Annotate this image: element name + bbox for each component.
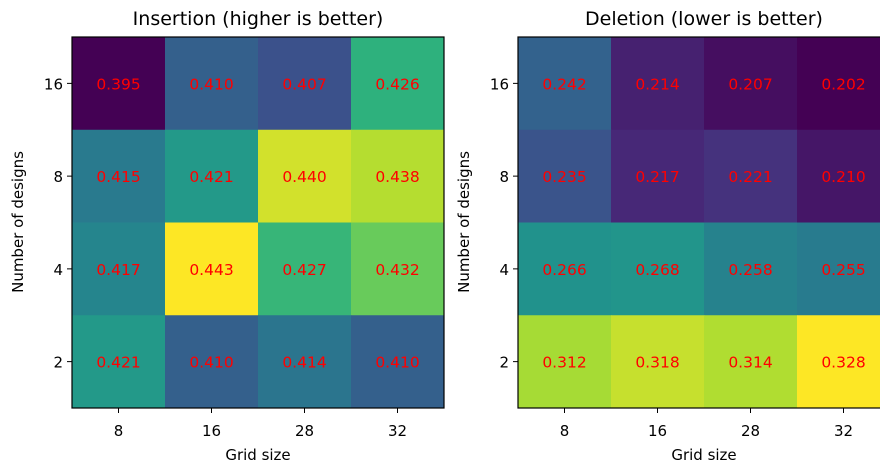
deletion-x-axis-label: Grid size — [671, 446, 736, 464]
deletion-x-tick-label: 28 — [741, 422, 760, 440]
insertion-x-axis-label: Grid size — [225, 446, 290, 464]
insertion-cell-value: 0.417 — [96, 261, 140, 279]
deletion-y-tick-label: 4 — [499, 261, 509, 279]
deletion-y-tick-label: 16 — [490, 75, 509, 93]
insertion-cell — [258, 129, 352, 223]
insertion-cell — [258, 222, 352, 316]
deletion-cell — [518, 315, 612, 409]
deletion-heatmap-panel: Deletion (lower is better) 0.242 0.214 0.2… — [455, 8, 880, 464]
deletion-cell-value: 0.217 — [635, 168, 679, 186]
insertion-cell-value: 0.421 — [96, 354, 140, 372]
deletion-cell — [797, 315, 880, 409]
deletion-cell — [518, 129, 612, 223]
insertion-axes-frame — [71, 36, 445, 409]
insertion-cell — [258, 315, 352, 409]
insertion-cell-value: 0.410 — [189, 75, 233, 93]
deletion-cell — [797, 37, 880, 131]
insertion-ticks: 8 16 28 32 16 8 4 2 — [44, 75, 407, 440]
insertion-x-tick-label: 8 — [114, 422, 124, 440]
insertion-y-tick-label: 4 — [53, 261, 63, 279]
deletion-cell — [518, 222, 612, 316]
deletion-cell — [611, 222, 705, 316]
deletion-cell — [704, 315, 798, 409]
insertion-x-tick-label: 28 — [295, 422, 314, 440]
insertion-y-axis-label: Number of designs — [9, 151, 27, 293]
deletion-cell-value: 0.266 — [542, 261, 586, 279]
deletion-cell-value: 0.214 — [635, 75, 679, 93]
deletion-y-tick-label: 8 — [499, 168, 509, 186]
deletion-cell — [611, 315, 705, 409]
insertion-cell — [165, 129, 259, 223]
deletion-cells: 0.242 0.214 0.207 0.202 0.235 0.217 0.221 0.210… — [517, 36, 880, 409]
insertion-cell-value: 0.415 — [96, 168, 140, 186]
deletion-cell-value: 0.268 — [635, 261, 679, 279]
insertion-cell-value: 0.395 — [96, 75, 140, 93]
deletion-cell — [704, 37, 798, 131]
deletion-cell — [611, 129, 705, 223]
insertion-cell-value: 0.427 — [282, 261, 326, 279]
deletion-ticks: 8 16 28 32 16 8 4 2 — [490, 75, 853, 440]
insertion-y-tick-label: 8 — [53, 168, 63, 186]
deletion-cell-value: 0.207 — [728, 75, 772, 93]
insertion-cell-value: 0.426 — [375, 75, 419, 93]
insertion-cell — [351, 37, 445, 131]
deletion-y-axis-label: Number of designs — [455, 151, 473, 293]
insertion-cells: 0.395 0.410 0.407 0.426 0.415 0.421 0.440 0.438… — [71, 36, 445, 409]
insertion-cell — [165, 37, 259, 131]
insertion-cell-value: 0.407 — [282, 75, 326, 93]
deletion-cell-value: 0.242 — [542, 75, 586, 93]
insertion-cell-value: 0.410 — [189, 354, 233, 372]
insertion-x-tick-label: 16 — [202, 422, 221, 440]
deletion-cell-value: 0.235 — [542, 168, 586, 186]
insertion-title: Insertion (higher is better) — [133, 8, 384, 30]
deletion-x-tick-label: 32 — [834, 422, 853, 440]
deletion-title: Deletion (lower is better) — [585, 8, 823, 30]
deletion-cell — [797, 222, 880, 316]
deletion-cell — [518, 37, 612, 131]
insertion-cell-value: 0.414 — [282, 354, 326, 372]
deletion-cell — [704, 129, 798, 223]
deletion-cell-value: 0.258 — [728, 261, 772, 279]
insertion-cell — [351, 222, 445, 316]
insertion-cell — [72, 37, 166, 131]
deletion-axes-frame — [517, 36, 880, 409]
deletion-cell-value: 0.210 — [821, 168, 865, 186]
insertion-cell — [351, 129, 445, 223]
deletion-x-tick-label: 16 — [648, 422, 667, 440]
deletion-cell-value: 0.328 — [821, 354, 865, 372]
deletion-cell-value: 0.255 — [821, 261, 865, 279]
deletion-y-tick-label: 2 — [499, 354, 509, 372]
insertion-cell-value: 0.432 — [375, 261, 419, 279]
insertion-cell — [351, 315, 445, 409]
insertion-cell — [72, 315, 166, 409]
insertion-y-tick-label: 16 — [44, 75, 63, 93]
insertion-cell — [165, 222, 259, 316]
insertion-cell — [165, 315, 259, 409]
deletion-cell — [611, 37, 705, 131]
deletion-x-tick-label: 8 — [560, 422, 570, 440]
insertion-heatmap-panel: Insertion (higher is better) 0.395 0.410 0… — [9, 8, 445, 464]
insertion-y-tick-label: 2 — [53, 354, 63, 372]
insertion-cell-value: 0.421 — [189, 168, 233, 186]
deletion-cell — [797, 129, 880, 223]
insertion-cell-value: 0.410 — [375, 354, 419, 372]
deletion-cell — [704, 222, 798, 316]
insertion-cell — [72, 222, 166, 316]
deletion-cell-value: 0.221 — [728, 168, 772, 186]
insertion-cell — [72, 129, 166, 223]
deletion-cell-value: 0.202 — [821, 75, 865, 93]
deletion-cell-value: 0.312 — [542, 354, 586, 372]
insertion-cell — [258, 37, 352, 131]
insertion-cell-value: 0.443 — [189, 261, 233, 279]
deletion-cell-value: 0.314 — [728, 354, 772, 372]
insertion-cell-value: 0.440 — [282, 168, 326, 186]
insertion-x-tick-label: 32 — [388, 422, 407, 440]
insertion-cell-value: 0.438 — [375, 168, 419, 186]
deletion-cell-value: 0.318 — [635, 354, 679, 372]
